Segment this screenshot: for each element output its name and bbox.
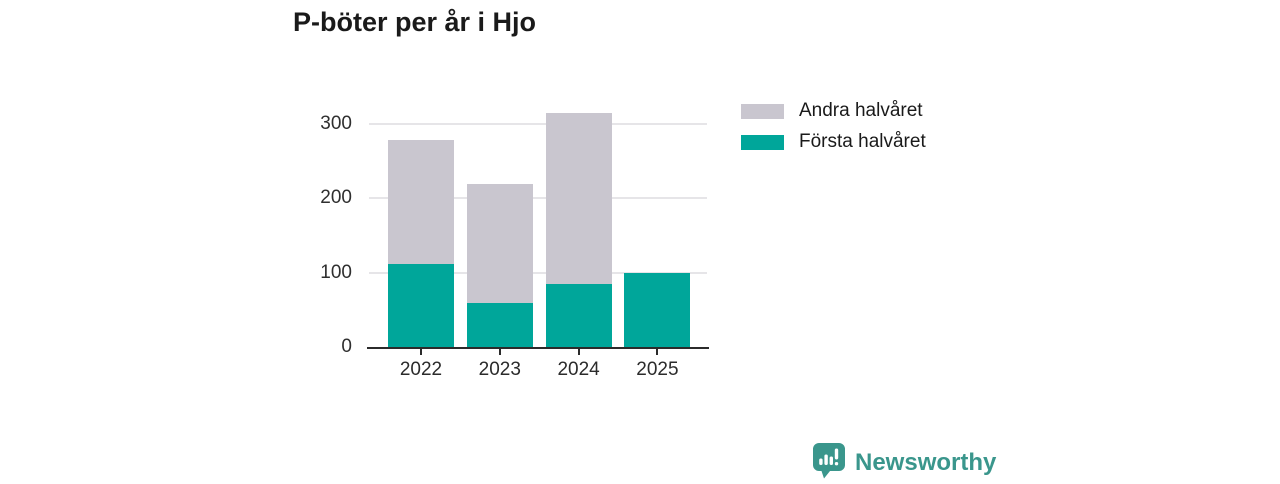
x-axis-tick [656,349,659,355]
bar-2023-andra [466,184,533,304]
brand-name: Newsworthy [855,449,997,476]
legend-item-andra: Andra halvåret [741,100,926,121]
y-axis-tick-label: 100 [320,261,352,283]
legend-item-forsta: Första halvåret [741,131,926,152]
brand-footer: Newsworthy [812,442,996,484]
y-axis-tick-label: 200 [320,187,352,209]
x-axis-line [367,347,709,349]
x-axis-tick [498,349,501,355]
bar-2025-forsta [624,272,691,347]
y-axis-tick-label: 0 [341,336,352,357]
newsworthy-logo-icon [812,442,855,484]
bar-2022-forsta [388,263,454,347]
x-axis-tick [577,349,580,355]
x-axis-label-2022: 2022 [399,359,443,380]
x-axis-tick [420,349,422,355]
legend-label: Andra halvåret [799,100,923,121]
gridline-y300 [369,123,707,125]
legend: Andra halvåret Första halvåret [741,100,926,164]
y-axis-tick-label: 300 [320,113,352,134]
legend-label: Första halvåret [799,131,926,152]
legend-swatch-andra [741,103,784,119]
legend-swatch-forsta [741,134,784,150]
x-axis-label-2025: 2025 [636,359,679,380]
bar-2022-andra [388,140,454,264]
bar-2024-forsta [545,283,612,347]
bar-2023-forsta [466,303,533,347]
gridline-y200 [369,197,707,200]
x-axis-label-2024: 2024 [557,359,600,380]
plot-area [367,100,709,349]
x-axis-label-2023: 2023 [478,359,521,380]
chart-title: P-böter per år i Hjo [293,7,537,37]
gridline-y100 [369,271,707,274]
bar-2024-andra [545,112,612,284]
